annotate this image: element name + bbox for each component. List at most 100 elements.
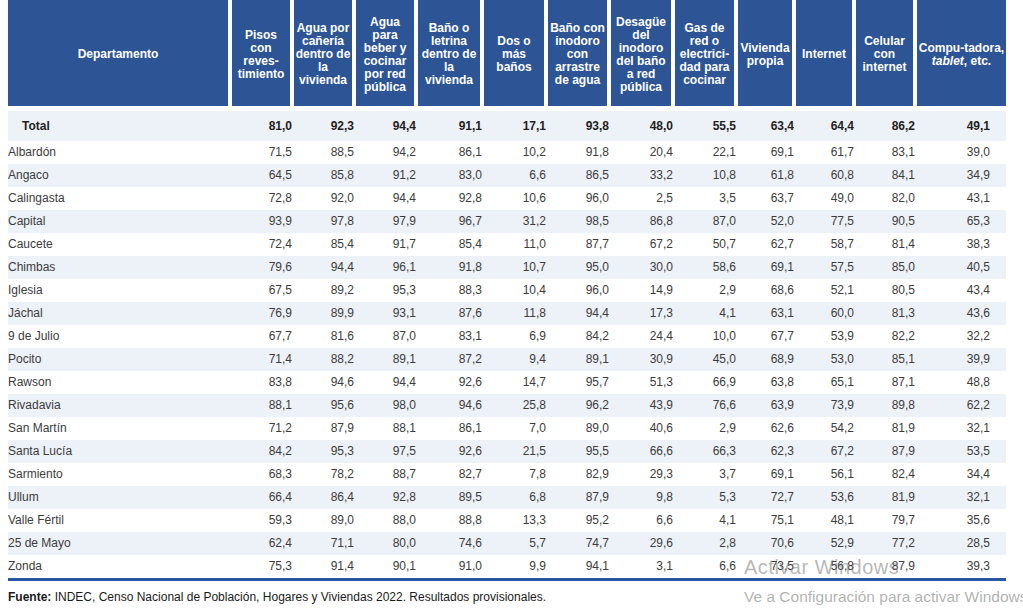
value-cell: 76,6 <box>673 394 736 417</box>
value-cell: 77,5 <box>794 210 854 233</box>
value-cell: 98,0 <box>354 394 416 417</box>
column-header: Pisos con reves-timiento <box>230 2 292 108</box>
value-cell: 94,6 <box>292 371 354 394</box>
value-cell: 17,1 <box>482 108 546 141</box>
value-cell: 53,0 <box>794 348 854 371</box>
value-cell: 35,6 <box>915 509 1006 532</box>
value-cell: 89,1 <box>354 348 416 371</box>
table-row: Pocito71,488,289,187,29,489,130,945,068,… <box>8 348 1006 371</box>
department-cell: 25 de Mayo <box>8 532 230 555</box>
column-header: Departamento <box>8 2 230 108</box>
value-cell: 97,9 <box>354 210 416 233</box>
value-cell: 95,6 <box>292 394 354 417</box>
value-cell: 91,0 <box>416 555 482 580</box>
value-cell: 81,6 <box>292 325 354 348</box>
value-cell: 25,8 <box>482 394 546 417</box>
value-cell: 69,1 <box>736 141 794 164</box>
value-cell: 9,9 <box>482 555 546 580</box>
value-cell: 9,4 <box>482 348 546 371</box>
value-cell: 10,8 <box>673 164 736 187</box>
value-cell: 58,6 <box>673 256 736 279</box>
value-cell: 93,9 <box>230 210 292 233</box>
value-cell: 3,7 <box>673 463 736 486</box>
department-cell: 9 de Julio <box>8 325 230 348</box>
value-cell: 80,5 <box>854 279 915 302</box>
department-cell: Valle Fértil <box>8 509 230 532</box>
value-cell: 63,1 <box>736 302 794 325</box>
source-label: Fuente: <box>8 590 51 604</box>
value-cell: 29,6 <box>609 532 673 555</box>
table-row: Rivadavia88,195,698,094,625,896,243,976,… <box>8 394 1006 417</box>
value-cell: 95,3 <box>292 440 354 463</box>
value-cell: 32,1 <box>915 417 1006 440</box>
value-cell: 91,1 <box>416 108 482 141</box>
value-cell: 86,2 <box>854 108 915 141</box>
value-cell: 7,0 <box>482 417 546 440</box>
column-header: Internet <box>794 2 854 108</box>
value-cell: 88,5 <box>292 141 354 164</box>
value-cell: 5,3 <box>673 486 736 509</box>
value-cell: 97,5 <box>354 440 416 463</box>
value-cell: 85,4 <box>292 233 354 256</box>
value-cell: 64,5 <box>230 164 292 187</box>
value-cell: 92,3 <box>292 108 354 141</box>
value-cell: 87,9 <box>292 417 354 440</box>
department-cell: Rivadavia <box>8 394 230 417</box>
value-cell: 48,1 <box>794 509 854 532</box>
value-cell: 78,2 <box>292 463 354 486</box>
value-cell: 67,5 <box>230 279 292 302</box>
value-cell: 72,7 <box>736 486 794 509</box>
census-table-container: DepartamentoPisos con reves-timiento Agua… <box>8 0 1006 581</box>
value-cell: 61,7 <box>794 141 854 164</box>
value-cell: 94,4 <box>354 108 416 141</box>
value-cell: 63,4 <box>736 108 794 141</box>
value-cell: 43,1 <box>915 187 1006 210</box>
census-table: DepartamentoPisos con reves-timiento Agua… <box>8 0 1006 581</box>
value-cell: 45,0 <box>673 348 736 371</box>
value-cell: 5,7 <box>482 532 546 555</box>
value-cell: 53,9 <box>794 325 854 348</box>
value-cell: 94,4 <box>546 302 609 325</box>
value-cell: 9,8 <box>609 486 673 509</box>
value-cell: 30,0 <box>609 256 673 279</box>
value-cell: 10,4 <box>482 279 546 302</box>
column-header: Vivienda propia <box>736 2 794 108</box>
department-cell: San Martín <box>8 417 230 440</box>
value-cell: 49,0 <box>794 187 854 210</box>
value-cell: 88,2 <box>292 348 354 371</box>
department-cell: Ullum <box>8 486 230 509</box>
value-cell: 89,2 <box>292 279 354 302</box>
value-cell: 85,0 <box>854 256 915 279</box>
value-cell: 86,1 <box>416 141 482 164</box>
value-cell: 67,2 <box>609 233 673 256</box>
table-row: Santa Lucía84,295,397,592,621,595,566,66… <box>8 440 1006 463</box>
value-cell: 52,1 <box>794 279 854 302</box>
value-cell: 83,0 <box>416 164 482 187</box>
table-row: 25 de Mayo62,471,180,074,65,774,729,62,8… <box>8 532 1006 555</box>
value-cell: 89,0 <box>292 509 354 532</box>
value-cell: 66,6 <box>609 440 673 463</box>
value-cell: 91,8 <box>416 256 482 279</box>
department-cell: Total <box>8 108 230 141</box>
value-cell: 39,9 <box>915 348 1006 371</box>
value-cell: 67,2 <box>794 440 854 463</box>
value-cell: 29,3 <box>609 463 673 486</box>
value-cell: 30,9 <box>609 348 673 371</box>
value-cell: 88,1 <box>230 394 292 417</box>
value-cell: 82,9 <box>546 463 609 486</box>
value-cell: 68,6 <box>736 279 794 302</box>
value-cell: 89,0 <box>546 417 609 440</box>
value-cell: 53,5 <box>915 440 1006 463</box>
value-cell: 40,5 <box>915 256 1006 279</box>
department-cell: Zonda <box>8 555 230 580</box>
table-row: Sarmiento68,378,288,782,77,882,929,33,76… <box>8 463 1006 486</box>
value-cell: 53,6 <box>794 486 854 509</box>
table-row: Calingasta72,892,094,492,810,696,02,53,5… <box>8 187 1006 210</box>
department-cell: Chimbas <box>8 256 230 279</box>
value-cell: 91,4 <box>292 555 354 580</box>
value-cell: 96,7 <box>416 210 482 233</box>
column-header: Agua para beber y cocinar por red públic… <box>354 2 416 108</box>
value-cell: 90,5 <box>854 210 915 233</box>
value-cell: 85,8 <box>292 164 354 187</box>
value-cell: 72,8 <box>230 187 292 210</box>
